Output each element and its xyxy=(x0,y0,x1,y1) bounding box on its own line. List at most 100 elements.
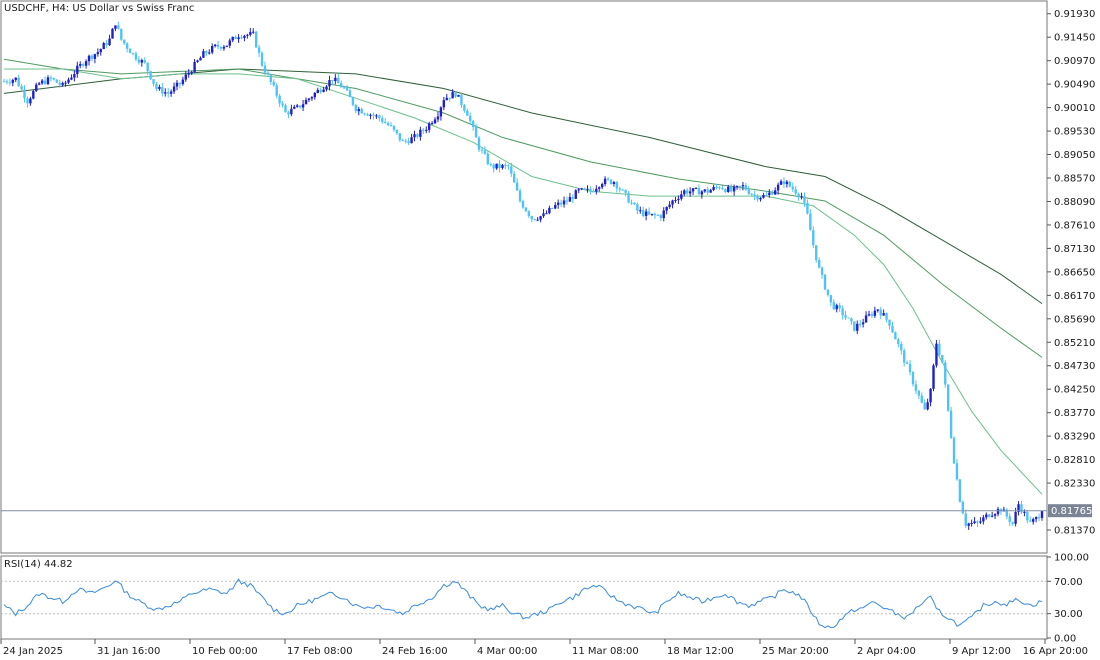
candle-body xyxy=(914,384,918,391)
candle-body xyxy=(32,91,35,99)
candle-body xyxy=(900,343,903,351)
candle-body xyxy=(155,83,158,89)
candle-body xyxy=(518,190,522,202)
candle-body xyxy=(102,43,105,50)
price-tick-label: 0.88570 xyxy=(1054,174,1095,185)
candle-body xyxy=(181,79,185,85)
candle-body xyxy=(316,89,319,93)
candle-body xyxy=(888,319,891,326)
candle-body xyxy=(574,190,577,199)
candle-body xyxy=(340,83,343,88)
candle-body xyxy=(372,114,375,116)
candle-body xyxy=(407,141,410,144)
candle-body xyxy=(125,43,129,49)
candle-body xyxy=(712,186,715,191)
candle-body xyxy=(809,213,812,231)
price-tick-label: 0.84730 xyxy=(1054,361,1095,372)
price-tick-label: 0.90010 xyxy=(1054,103,1095,114)
candle-body xyxy=(686,190,689,194)
candle-body xyxy=(556,202,560,205)
candle-body xyxy=(120,28,123,40)
candle-body xyxy=(1005,509,1009,517)
candle-body xyxy=(246,34,249,36)
candle-body xyxy=(471,121,475,128)
candle-body xyxy=(671,200,674,205)
price-tick-label: 0.83770 xyxy=(1054,408,1095,419)
time-tick-label: 4 Mar 00:00 xyxy=(477,646,537,657)
candle-body xyxy=(240,37,243,39)
candle-body xyxy=(237,37,240,40)
price-tick-label: 0.85690 xyxy=(1054,314,1095,325)
candle-body xyxy=(366,114,369,116)
candle-body xyxy=(96,52,100,55)
candle-body xyxy=(630,202,633,204)
candle-body xyxy=(996,509,1000,515)
candle-body xyxy=(530,216,533,220)
candle-body xyxy=(492,164,495,169)
candle-body xyxy=(23,89,26,99)
candle-body xyxy=(234,36,237,40)
candle-body xyxy=(879,309,882,316)
candle-body xyxy=(448,97,451,99)
candle-body xyxy=(946,384,950,411)
candle-body xyxy=(35,84,38,92)
candle-body xyxy=(184,74,187,80)
candle-body xyxy=(290,108,293,115)
price-tick-label: 0.89530 xyxy=(1054,127,1095,138)
candle-body xyxy=(64,82,67,84)
candle-body xyxy=(216,44,220,47)
candle-body xyxy=(1029,520,1032,522)
time-tick-label: 24 Feb 16:00 xyxy=(382,646,448,657)
candle-body xyxy=(794,189,797,194)
candle-body xyxy=(293,106,296,109)
candle-body xyxy=(140,60,144,63)
candle-body xyxy=(724,189,727,192)
time-axis: 24 Jan 2025 31 Jan 16:00 10 Feb 00:00 17 Fe… xyxy=(0,639,1088,657)
candle-body xyxy=(870,314,874,316)
candle-body xyxy=(768,192,771,196)
candle-body xyxy=(354,104,358,112)
candle-body xyxy=(917,390,921,396)
candle-body xyxy=(416,134,419,137)
candle-body xyxy=(281,103,284,106)
price-tick-label: 0.83290 xyxy=(1054,432,1095,443)
candle-body xyxy=(762,195,765,198)
candle-body xyxy=(410,137,413,144)
candle-body xyxy=(756,195,759,200)
candle-body xyxy=(803,196,806,203)
candle-body xyxy=(973,521,976,524)
candle-body xyxy=(688,191,692,194)
candle-body xyxy=(788,181,792,187)
candle-body xyxy=(67,79,70,83)
candle-body xyxy=(644,211,648,216)
candle-body xyxy=(515,182,519,191)
candle-body xyxy=(709,190,712,193)
price-axis: 0.91930 0.91450 0.90970 0.90490 0.90010 0.895… xyxy=(1047,9,1095,537)
candle-body xyxy=(43,80,47,85)
candle-body xyxy=(134,53,138,60)
candle-body xyxy=(219,46,223,49)
candle-body xyxy=(873,310,877,316)
candle-body xyxy=(196,60,199,62)
candle-body xyxy=(624,189,627,193)
rsi-label: RSI(14) 44.82 xyxy=(4,559,73,570)
moving-averages xyxy=(3,58,1043,495)
candle-body xyxy=(639,210,642,212)
candle-body xyxy=(938,343,941,356)
candle-body xyxy=(466,110,469,116)
candle-body xyxy=(46,77,50,85)
candle-body xyxy=(988,514,991,517)
candle-body xyxy=(70,77,73,80)
candle-body xyxy=(128,48,132,54)
candle-body xyxy=(111,28,114,39)
candle-body xyxy=(823,274,827,290)
candle-body xyxy=(222,46,226,49)
candle-body xyxy=(891,325,894,333)
candle-body xyxy=(445,97,448,101)
candle-body xyxy=(345,87,349,91)
candle-body xyxy=(982,517,985,522)
candle-body xyxy=(386,123,390,126)
candle-body xyxy=(460,94,463,106)
candle-body xyxy=(944,362,947,385)
